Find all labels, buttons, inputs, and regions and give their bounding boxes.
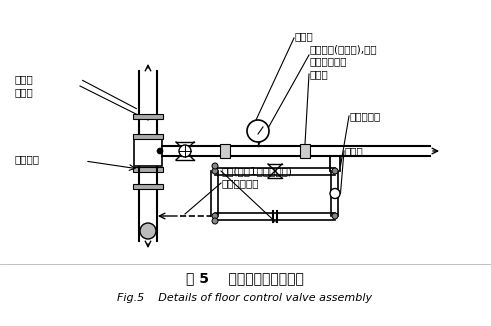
Text: 至附近排水点: 至附近排水点 [222, 178, 260, 188]
Bar [133, 134, 163, 139]
Text: 试水阀: 试水阀 [310, 69, 329, 79]
Circle shape [212, 168, 218, 174]
Text: 孔板(模拟1只喷头流量): 孔板(模拟1只喷头流量) [222, 166, 293, 176]
Text: 水流开关(叶片式),信号: 水流开关(叶片式),信号 [310, 44, 378, 54]
Bar [220, 144, 230, 158]
Text: 止回阀: 止回阀 [15, 74, 34, 84]
Text: Fig.5    Details of floor control valve assembly: Fig.5 Details of floor control valve ass… [117, 293, 373, 303]
Text: 压力表: 压力表 [295, 31, 314, 41]
Circle shape [330, 188, 340, 199]
Circle shape [179, 145, 191, 157]
Text: 图 5    自喷系统试水管示意: 图 5 自喷系统试水管示意 [186, 271, 304, 285]
Circle shape [140, 223, 156, 239]
Circle shape [157, 148, 163, 154]
Text: 消防立管: 消防立管 [15, 154, 40, 164]
Circle shape [332, 213, 338, 219]
Circle shape [247, 120, 269, 142]
Circle shape [212, 213, 218, 219]
Text: 传至火警系统: 传至火警系统 [310, 56, 348, 66]
Bar [300, 144, 310, 158]
Text: 观察孔: 观察孔 [345, 146, 364, 156]
Text: 信号阀: 信号阀 [15, 87, 34, 97]
Bar [133, 113, 163, 118]
Circle shape [212, 163, 218, 169]
Bar [134, 136, 162, 166]
Bar [133, 167, 163, 171]
Circle shape [332, 168, 338, 174]
Text: 辅助泄水阀: 辅助泄水阀 [350, 111, 381, 121]
Circle shape [212, 218, 218, 224]
Bar [133, 184, 163, 188]
